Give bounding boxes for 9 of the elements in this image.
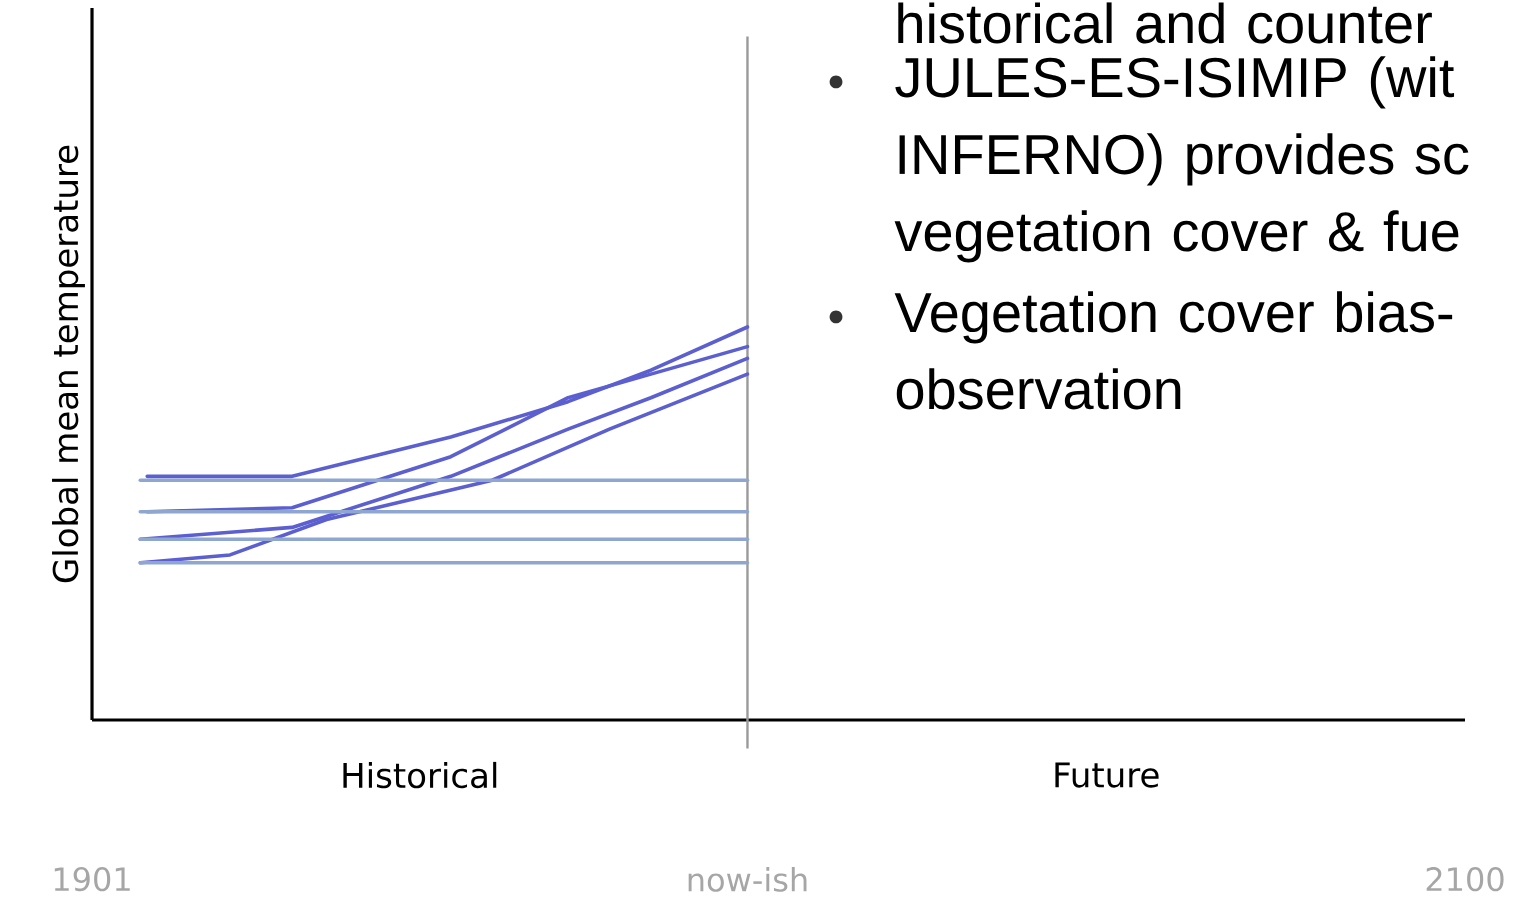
- x-tick-label: 1901: [54, 867, 130, 892]
- annotation: Vegetation cover bias- observation: [894, 291, 1453, 410]
- text: JULES-ES-ISIMIP (wit INFERNO) provides sc vegetation cover & fue: [894, 56, 1469, 263]
- text: Future: [1055, 762, 1159, 788]
- x-tick-label: 2100: [1426, 867, 1504, 892]
- text: Historical: [343, 761, 497, 789]
- y-axis-title: Global mean temperature: [52, 145, 85, 583]
- x-tick-label: now-ish: [688, 867, 807, 892]
- text: historical and counter: [898, 2, 1432, 44]
